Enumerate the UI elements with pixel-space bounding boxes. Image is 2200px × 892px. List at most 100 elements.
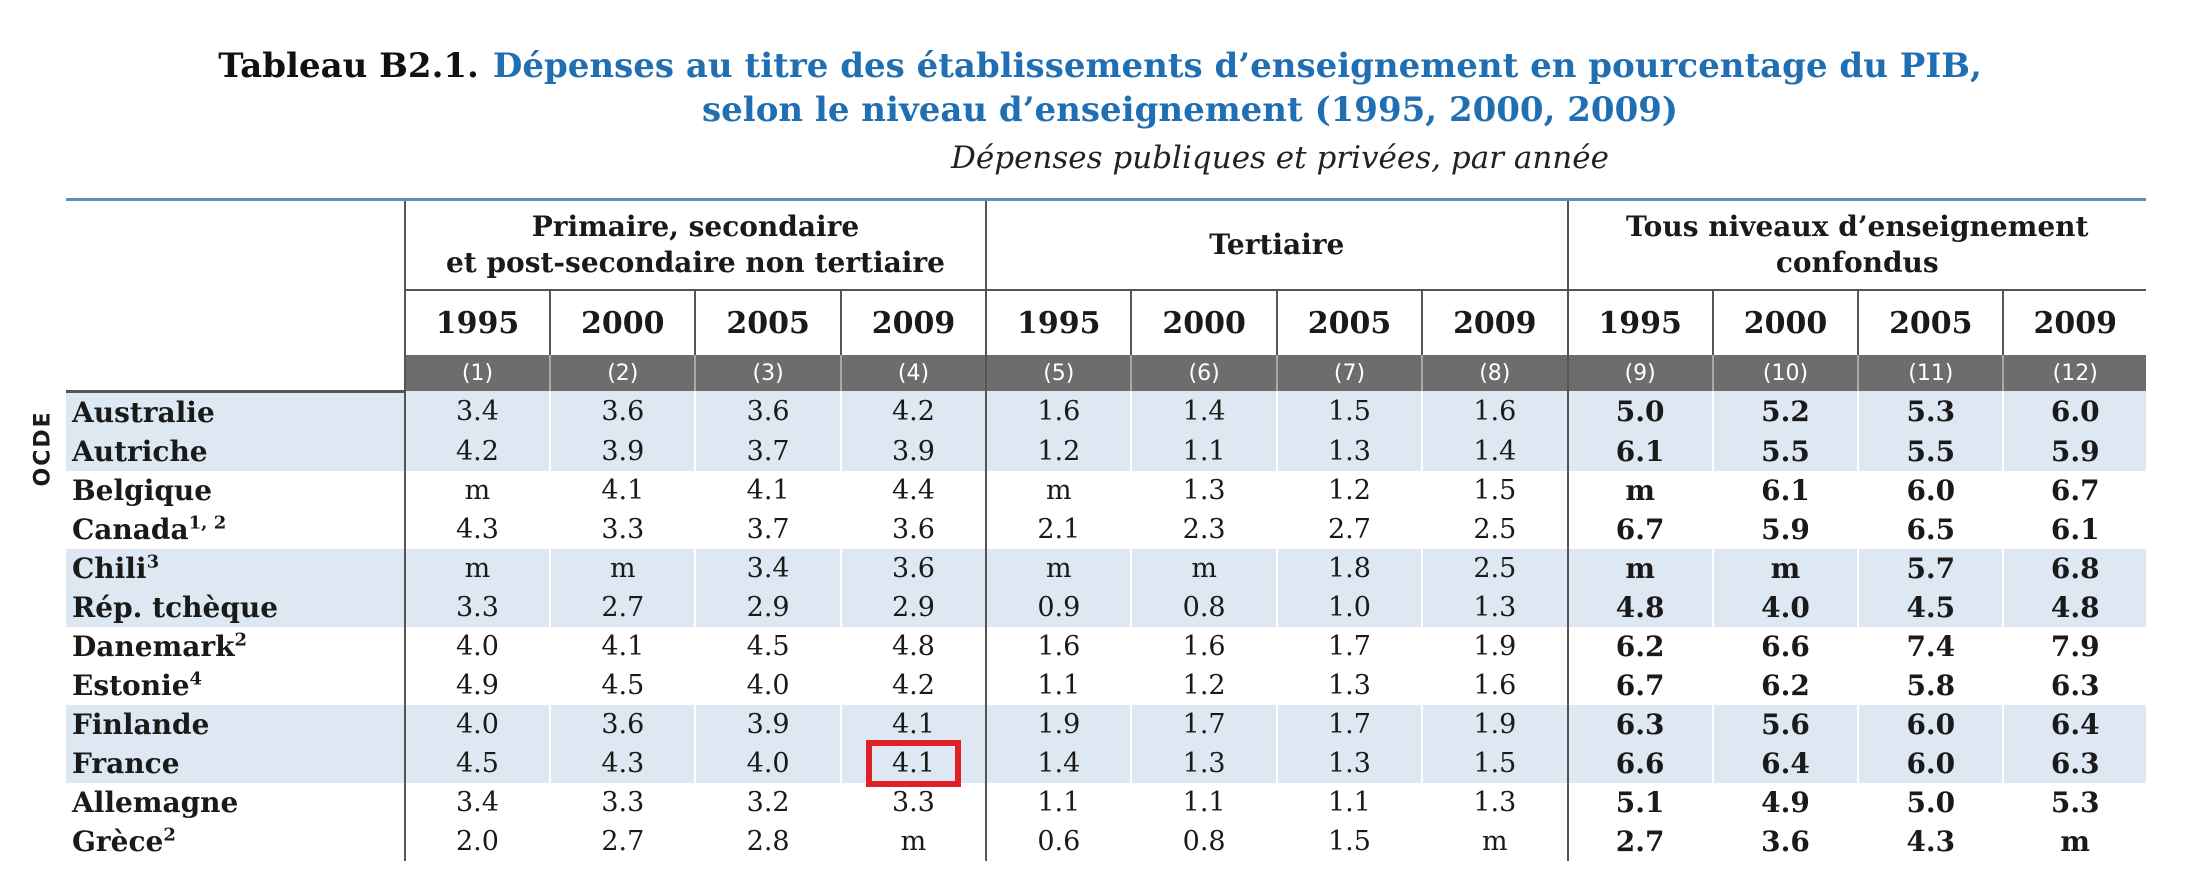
country-label: Belgique <box>72 473 213 507</box>
table-cell: 1.4 <box>1130 391 1277 432</box>
cell-value: 4.9 <box>455 669 499 701</box>
cell-value: 1.5 <box>1473 474 1517 506</box>
cell-value: 4.5 <box>1906 590 1956 624</box>
cell-value: 5.3 <box>2050 785 2100 819</box>
cell-value: 4.3 <box>1906 824 1956 858</box>
table-row: Rép. tchèque 3.3 2.7 2.9 2.9 0.9 0.8 1.0 1.3 4.8 4… <box>66 587 2146 627</box>
cell-value: 0.8 <box>1182 591 1226 623</box>
table-cell: 6.3 <box>2002 743 2146 783</box>
cell-value: 1.6 <box>1473 395 1517 427</box>
cell-value: 1.7 <box>1182 708 1226 740</box>
table-cell: 5.7 <box>1857 548 2004 588</box>
cell-value: m <box>1191 552 1217 584</box>
table-cell: 4.0 <box>1711 587 1859 627</box>
table-cell: 1.1 <box>1275 782 1423 822</box>
table-cell: 1.4 <box>985 743 1132 783</box>
group-header-primary-line1: Primaire, secondaire <box>531 210 860 243</box>
table-cell: 1.7 <box>1275 704 1423 744</box>
cell-value: 1.3 <box>1473 786 1517 818</box>
cell-value: 3.2 <box>746 786 790 818</box>
cell-value: 4.1 <box>601 630 645 662</box>
cell-value: 1.3 <box>1327 435 1371 467</box>
table-cell: 1.9 <box>1421 626 1568 666</box>
table-cell: 3.6 <box>839 548 987 588</box>
title-line-1: Dépenses au titre des établissements d’e… <box>492 46 1982 86</box>
cell-value: m <box>1046 552 1072 584</box>
table-cell: 6.7 <box>1566 665 1713 705</box>
cell-value: 3.4 <box>455 786 499 818</box>
table-cell: 6.1 <box>1711 470 1859 510</box>
country-name: Danemark2 <box>66 627 405 666</box>
cell-value: m <box>464 474 491 506</box>
table-cell: 4.0 <box>403 626 551 666</box>
table-cell: 2.7 <box>1566 821 1713 861</box>
cell-value: 6.0 <box>2050 394 2100 428</box>
table-cell: 1.8 <box>1275 548 1423 588</box>
cell-value: 4.8 <box>891 630 935 662</box>
cell-value: 6.0 <box>1906 473 1956 507</box>
cell-value: m <box>2060 824 2091 858</box>
country-name: France <box>66 743 405 783</box>
table-cell: 4.3 <box>549 743 696 783</box>
cell-value: 1.6 <box>1037 395 1081 427</box>
cell-value: 0.8 <box>1182 825 1226 857</box>
cell-value: 2.0 <box>455 825 499 857</box>
cell-value: 5.3 <box>1906 394 1956 428</box>
table-cell: m <box>1711 548 1859 588</box>
table-cell: 6.7 <box>2002 470 2146 510</box>
cell-value: 2.5 <box>1473 513 1517 545</box>
cell-value: 3.9 <box>601 435 645 467</box>
cell-value: 1.0 <box>1327 591 1371 623</box>
table-cell: 2.3 <box>1130 509 1277 549</box>
table-cell: m <box>2002 821 2146 861</box>
footnote-marker: 4 <box>189 668 203 690</box>
country-name: Rép. tchèque <box>66 587 405 627</box>
country-name: Belgique <box>66 471 405 510</box>
table-cell: 6.5 <box>1857 509 2004 549</box>
table-cell: 2.7 <box>1275 509 1423 549</box>
column-number-1: (1) <box>403 355 551 391</box>
table-cell: 4.4 <box>839 470 987 510</box>
country-label: Chili <box>72 551 147 585</box>
year-header-7: 2005 <box>1275 290 1423 355</box>
cell-value: 1.6 <box>1473 669 1517 701</box>
cell-value: m <box>464 552 491 584</box>
cell-value: 1.6 <box>1037 630 1081 662</box>
table-cell: 3.4 <box>403 782 551 822</box>
cell-value: 1.5 <box>1327 825 1371 857</box>
table-cell: 1.6 <box>985 391 1132 432</box>
title-line-2: selon le niveau d’enseignement (1995, 20… <box>702 90 1678 130</box>
table-body: Australie 3.4 3.6 3.6 4.2 1.6 1.4 1.5 1.6 5.0 5.2 5… <box>66 391 2146 861</box>
cell-value: 4.0 <box>746 669 790 701</box>
country-name: Grèce2 <box>66 822 405 861</box>
cell-value: 2.7 <box>1615 824 1665 858</box>
table-cell: 6.3 <box>2002 665 2146 705</box>
table-cell: 3.9 <box>694 704 841 744</box>
table-cell: 3.7 <box>694 509 841 549</box>
country-label: Canada <box>72 512 189 546</box>
cell-value: 1.1 <box>1182 786 1226 818</box>
year-header-3: 2005 <box>694 290 841 355</box>
table-cell: 0.9 <box>985 587 1132 627</box>
table-cell: 4.9 <box>403 665 551 705</box>
table-cell: 1.3 <box>1130 743 1277 783</box>
cell-value: 6.0 <box>1906 746 1956 780</box>
table-cell: 5.1 <box>1566 782 1713 822</box>
cell-value: m <box>609 552 636 584</box>
table-cell: 4.0 <box>403 704 551 744</box>
table-cell: 7.4 <box>1857 626 2004 666</box>
table-cell: 3.6 <box>839 509 987 549</box>
cell-value: 6.4 <box>1761 746 1810 780</box>
cell-value: 1.1 <box>1037 669 1081 701</box>
table-cell: 5.5 <box>1857 431 2004 471</box>
cell-value: 4.0 <box>455 708 499 740</box>
column-number-4: (4) <box>839 355 987 391</box>
cell-value: m <box>900 825 927 857</box>
table-cell: 6.0 <box>1857 704 2004 744</box>
cell-value: 1.1 <box>1037 786 1081 818</box>
cell-value: 1.2 <box>1037 435 1081 467</box>
year-header-12: 2009 <box>2002 290 2146 355</box>
cell-value: 3.6 <box>746 395 790 427</box>
cell-value: 1.9 <box>1037 708 1081 740</box>
table-cell: 1.9 <box>1421 704 1568 744</box>
